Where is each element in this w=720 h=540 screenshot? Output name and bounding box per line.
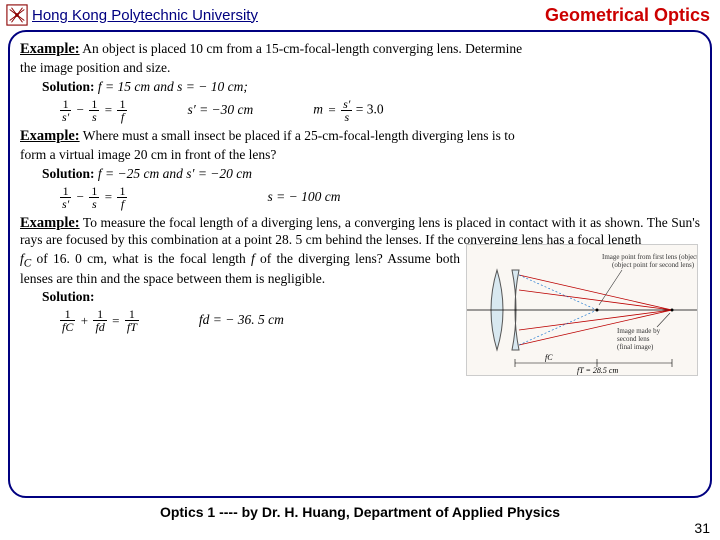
example1-solution-label: Solution: (42, 79, 95, 94)
svg-text:fT = 28.5 cm: fT = 28.5 cm (577, 366, 618, 375)
svg-text:fC: fC (545, 353, 553, 362)
example3-prompt-a: To measure the focal length of a divergi… (20, 215, 700, 247)
svg-text:second lens: second lens (617, 335, 650, 343)
example1-equation-row: 1s′ − 1s = 1f s′ = −30 cm m = s′s = 3.0 (60, 98, 700, 123)
example3-fd: fd = − 36. 5 cm (199, 312, 284, 329)
svg-text:Image made by: Image made by (617, 327, 661, 335)
example3-prompt-b: fC of 16. 0 cm, what is the focal length… (20, 251, 460, 288)
example2-solution-label: Solution: (42, 166, 95, 181)
university-logo-icon (6, 4, 28, 26)
example3-solution-label: Solution: (42, 289, 95, 304)
example2-prompt-b: form a virtual image 20 cm in front of t… (20, 147, 700, 164)
example3-label: Example: (20, 215, 80, 231)
example2-prompt-a: Where must a small insect be placed if a… (83, 128, 515, 143)
example2-s: s = − 100 cm (267, 189, 340, 206)
svg-text:(object point for second lens): (object point for second lens) (612, 261, 695, 269)
topic-title: Geometrical Optics (545, 5, 710, 26)
example2-given: f = −25 cm and s′ = −20 cm (98, 166, 252, 181)
example1-m: = 3.0 (356, 101, 384, 116)
page-number: 31 (694, 520, 710, 536)
lens-combination-diagram: Image point from first lens (object poin… (466, 244, 698, 376)
example1-prompt-b: the image position and size. (20, 60, 700, 77)
example2-label: Example: (20, 128, 80, 144)
example3-equation-row: 1fC + 1fd = 1fT fd = − 36. 5 cm (60, 308, 460, 333)
svg-text:Image point from first lens (o: Image point from first lens (object poin… (602, 253, 698, 261)
example1-label: Example: (20, 41, 80, 57)
slide-content: Example: An object is placed 10 cm from … (8, 30, 712, 498)
university-name: Hong Kong Polytechnic University (32, 7, 258, 24)
example2-equation-row: 1s′ − 1s = 1f s = − 100 cm (60, 185, 700, 210)
example1-prompt-a: An object is placed 10 cm from a 15-cm-f… (82, 41, 522, 56)
footer-credit: Optics 1 ---- by Dr. H. Huang, Departmen… (0, 502, 720, 520)
example1-sprime: s′ = −30 cm (187, 102, 253, 119)
svg-text:(final image): (final image) (617, 343, 654, 351)
example1-given: f = 15 cm and s = − 10 cm; (98, 79, 248, 94)
